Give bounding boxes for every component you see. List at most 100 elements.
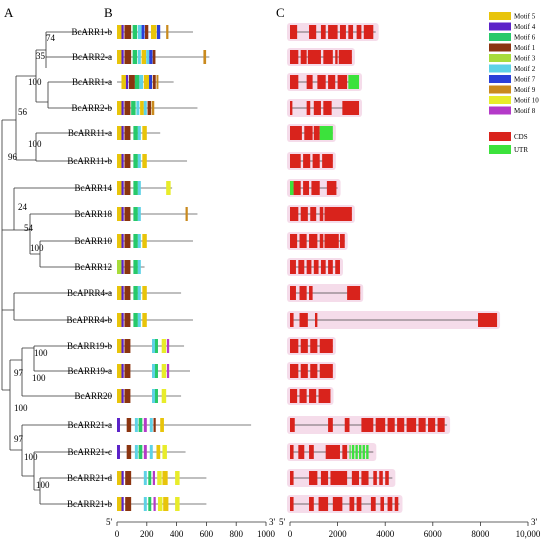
bootstrap-value: 100 bbox=[30, 243, 44, 253]
cds-block bbox=[361, 471, 369, 485]
cds-block bbox=[320, 260, 326, 274]
cds-block bbox=[307, 50, 321, 64]
cds-block bbox=[397, 418, 405, 432]
bootstrap-value: 56 bbox=[18, 107, 28, 117]
cds-block bbox=[290, 101, 293, 115]
motif-box bbox=[117, 126, 122, 140]
cds-block bbox=[328, 25, 338, 39]
cds-block bbox=[342, 445, 348, 459]
gene-structure-row bbox=[287, 469, 396, 487]
motif-legend-swatch bbox=[489, 33, 511, 41]
gene-axis-tick-label: 10,000 bbox=[516, 529, 541, 539]
cds-block bbox=[300, 50, 307, 64]
panel-label-a: A bbox=[4, 5, 14, 20]
cds-block bbox=[326, 181, 337, 195]
motif-box bbox=[133, 207, 138, 221]
motif-box bbox=[157, 471, 162, 485]
gene-name: BcARR10 bbox=[74, 236, 112, 246]
motif-box bbox=[137, 260, 141, 274]
motif-box bbox=[142, 286, 147, 300]
motif-box bbox=[125, 497, 132, 511]
cds-block bbox=[380, 497, 385, 511]
gene-name: BcARR19-b bbox=[67, 341, 113, 351]
motif-box bbox=[121, 207, 124, 221]
cds-block bbox=[363, 25, 374, 39]
motif-legend-swatch bbox=[489, 106, 511, 115]
motif-box bbox=[147, 101, 151, 115]
motif-box bbox=[137, 181, 141, 195]
motif-box bbox=[152, 471, 155, 485]
gene-structure-row bbox=[287, 258, 343, 276]
cds-block bbox=[290, 364, 299, 378]
cds-block bbox=[335, 260, 340, 274]
cds-block bbox=[306, 75, 313, 89]
motif-box bbox=[163, 497, 169, 511]
cds-block bbox=[290, 234, 298, 248]
structure-legend: CDS UTR bbox=[489, 132, 528, 154]
motif-box bbox=[128, 75, 135, 89]
gene-name: BcAPRR4-b bbox=[66, 315, 112, 325]
bootstrap-value: 97 bbox=[14, 434, 24, 444]
cds-block bbox=[309, 234, 318, 248]
motif-box bbox=[157, 497, 163, 511]
gene-name: BcARR20 bbox=[74, 391, 112, 401]
cds-block bbox=[437, 418, 445, 432]
motif-box bbox=[124, 50, 132, 64]
motif-row bbox=[117, 25, 193, 39]
cds-block bbox=[322, 154, 333, 168]
gene-structure-row bbox=[287, 232, 348, 250]
utr-block bbox=[359, 445, 362, 459]
motif-box bbox=[152, 389, 155, 403]
gene-axis-tick-label: 4000 bbox=[376, 529, 395, 539]
cds-block bbox=[309, 497, 314, 511]
cds-block bbox=[478, 313, 498, 327]
motif-box bbox=[137, 207, 141, 221]
gene-structure-row bbox=[287, 152, 336, 170]
motif-row bbox=[117, 101, 198, 115]
cds-block bbox=[313, 260, 319, 274]
cds-block bbox=[349, 497, 355, 511]
cds-block bbox=[332, 497, 343, 511]
cds-block bbox=[304, 126, 313, 140]
motif-legend-label: Motif 7 bbox=[514, 76, 536, 84]
gene-axis-tick-label: 8000 bbox=[471, 529, 490, 539]
cds-block bbox=[299, 313, 308, 327]
motif-box bbox=[139, 75, 144, 89]
cds-block bbox=[290, 25, 298, 39]
bootstrap-value: 100 bbox=[28, 139, 42, 149]
motif-row bbox=[117, 234, 193, 248]
motif-row bbox=[117, 471, 207, 485]
cds-block bbox=[428, 418, 436, 432]
motif-row bbox=[117, 389, 182, 403]
cds-block bbox=[298, 445, 305, 459]
cds-block bbox=[290, 339, 299, 353]
cds-block bbox=[348, 25, 354, 39]
motif-box bbox=[117, 181, 122, 195]
bootstrap-value: 100 bbox=[36, 480, 50, 490]
motif-legend-label: Motif 5 bbox=[514, 13, 536, 21]
cds-block bbox=[290, 207, 299, 221]
cds-block bbox=[313, 126, 320, 140]
motif-row bbox=[117, 364, 191, 378]
motif-row bbox=[117, 50, 210, 64]
gene-axis-5prime: 5' bbox=[279, 517, 286, 527]
utr-block bbox=[319, 126, 333, 140]
motif-row bbox=[117, 418, 252, 432]
utr-block bbox=[355, 445, 358, 459]
gene-name: BcARR21-d bbox=[67, 473, 113, 483]
gene-name: BcARR21-b bbox=[67, 499, 113, 509]
motif-box bbox=[166, 339, 170, 353]
motif-box bbox=[175, 497, 180, 511]
cds-block bbox=[290, 389, 298, 403]
cds-block bbox=[339, 25, 346, 39]
motif-row bbox=[117, 445, 186, 459]
gene-name: BcARR11-a bbox=[68, 128, 112, 138]
motif-box bbox=[124, 286, 131, 300]
motif-box bbox=[121, 286, 124, 300]
cds-block bbox=[356, 497, 362, 511]
motif-box bbox=[149, 50, 153, 64]
motif-legend-swatch bbox=[489, 43, 511, 52]
motif-legend-item: Motif 4 bbox=[489, 22, 536, 31]
bootstrap-value: 74 bbox=[46, 33, 56, 43]
motif-box bbox=[152, 75, 156, 89]
